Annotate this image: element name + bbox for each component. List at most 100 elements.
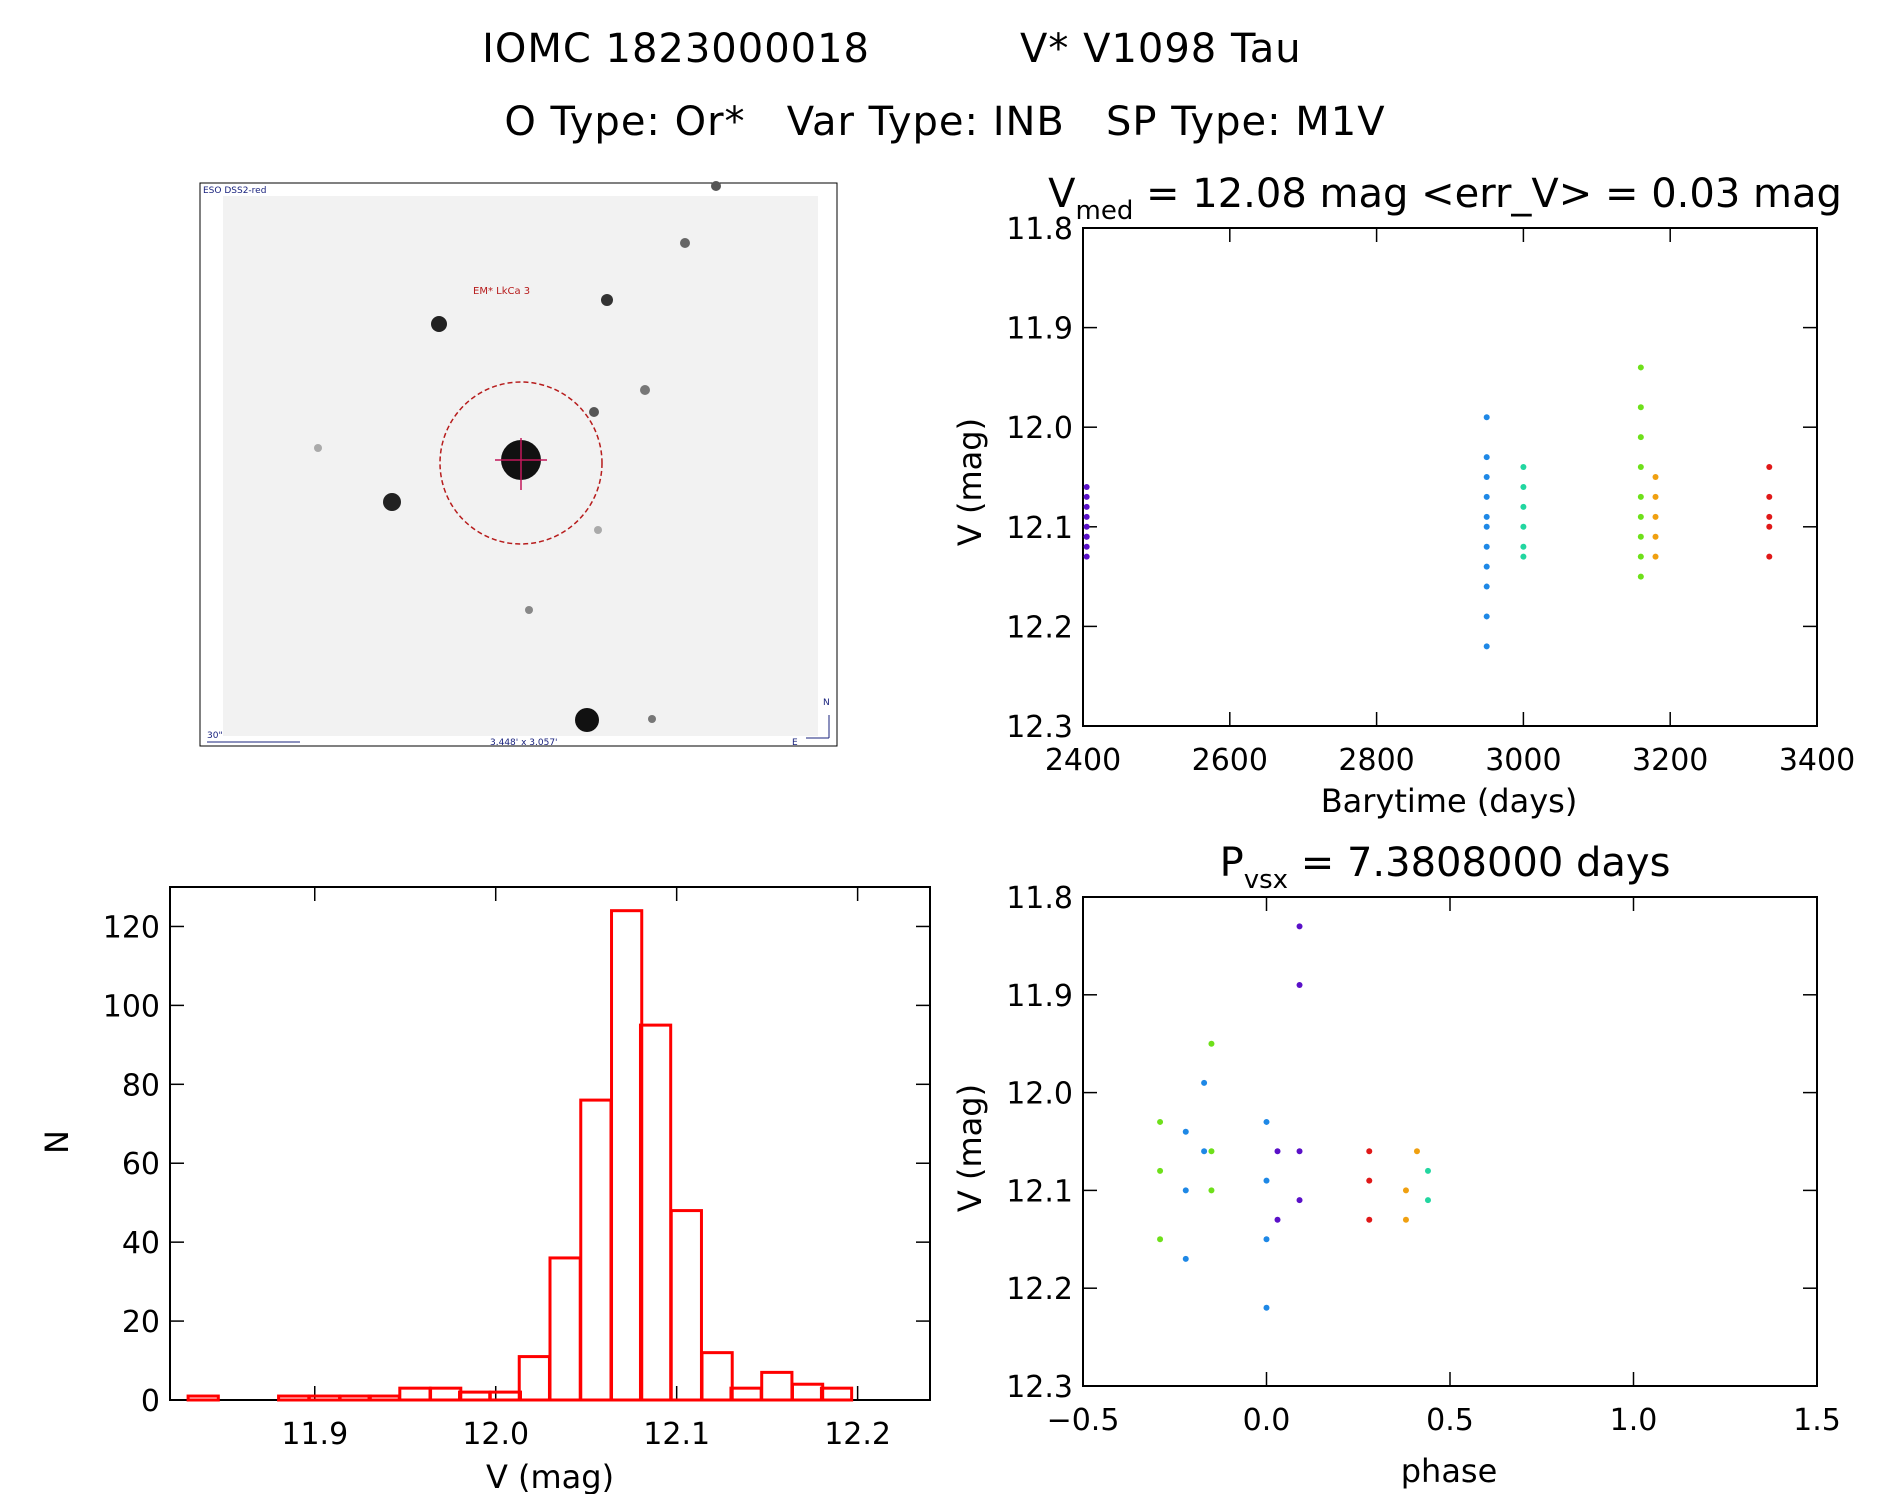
histogram-ylabel: N xyxy=(38,1130,76,1154)
histogram-bar xyxy=(610,909,644,1402)
histogram-bar xyxy=(186,1394,220,1402)
field-star xyxy=(431,316,447,332)
lightcurve-point xyxy=(1083,493,1090,500)
field-star xyxy=(383,493,401,511)
phased-point xyxy=(1263,1236,1270,1243)
lightcurve-title: Vmed = 12.08 mag <err_V> = 0.03 mag xyxy=(1048,171,1842,226)
lightcurve-point xyxy=(1637,533,1644,540)
lightcurve-xtick-label: 3400 xyxy=(1779,743,1855,778)
phased-point xyxy=(1413,1148,1420,1155)
lightcurve-point xyxy=(1083,523,1090,530)
lightcurve-point xyxy=(1637,364,1644,371)
lightcurve-point xyxy=(1083,483,1090,490)
phased-point xyxy=(1263,1118,1270,1125)
histogram-bar xyxy=(579,1098,613,1402)
histogram-bar xyxy=(638,1023,673,1402)
phased-ytick-label: 11.8 xyxy=(1006,881,1073,916)
phased-title-sub: vsx xyxy=(1244,865,1288,895)
phased-point xyxy=(1182,1187,1189,1194)
lightcurve-point xyxy=(1766,493,1773,500)
phased-plot: Pvsx = 7.3808000 days phase V (mag) −0.5… xyxy=(951,840,1841,1490)
histogram-xtick-label: 12.1 xyxy=(643,1417,710,1452)
histogram-bar xyxy=(760,1370,794,1402)
phased-ytick-label: 11.9 xyxy=(1006,979,1073,1014)
lightcurve-point xyxy=(1652,533,1659,540)
phased-point xyxy=(1366,1148,1373,1155)
phased-point xyxy=(1366,1177,1373,1184)
lightcurve-point xyxy=(1637,404,1644,411)
lightcurve-point xyxy=(1520,483,1527,490)
lightcurve-point xyxy=(1520,503,1527,510)
histogram-ytick-label: 20 xyxy=(122,1305,160,1340)
histogram-bar xyxy=(488,1390,523,1402)
lightcurve-point xyxy=(1083,513,1090,520)
lightcurve-point xyxy=(1483,414,1490,421)
phased-point xyxy=(1182,1255,1189,1262)
lightcurve-ytick-label: 12.3 xyxy=(1006,710,1073,745)
histogram-bar xyxy=(398,1386,432,1402)
lightcurve-point xyxy=(1083,533,1090,540)
histogram-bar xyxy=(790,1382,825,1402)
phased-point xyxy=(1208,1040,1215,1047)
lightcurve-point xyxy=(1652,474,1659,480)
phased-point xyxy=(1424,1167,1431,1174)
phased-point xyxy=(1201,1148,1208,1155)
lightcurve-point xyxy=(1483,523,1490,530)
phased-axes-frame xyxy=(1082,896,1818,1387)
phased-point xyxy=(1274,1216,1281,1223)
lightcurve-point xyxy=(1637,513,1644,520)
histogram-bar xyxy=(367,1394,401,1402)
lightcurve-point xyxy=(1766,523,1773,530)
lightcurve-xtick-label: 3000 xyxy=(1485,743,1561,778)
title-line2: O Type: Or* Var Type: INB SP Type: M1V xyxy=(504,99,1385,145)
lightcurve-point xyxy=(1652,513,1659,520)
lightcurve-point xyxy=(1083,553,1090,560)
phased-title: Pvsx = 7.3808000 days xyxy=(1220,840,1671,895)
phased-xlabel: phase xyxy=(1401,1452,1498,1490)
lightcurve-point xyxy=(1483,643,1490,650)
lightcurve-point xyxy=(1637,434,1644,441)
phased-point xyxy=(1366,1216,1373,1223)
phased-point xyxy=(1296,1148,1303,1155)
lightcurve-point xyxy=(1483,543,1490,550)
phased-point xyxy=(1157,1118,1164,1125)
phased-point xyxy=(1296,923,1303,930)
histogram-bar xyxy=(700,1351,734,1402)
field-star xyxy=(594,526,602,534)
lightcurve-point xyxy=(1520,523,1527,530)
title-line1-name: V* V1098 Tau xyxy=(1020,26,1302,72)
scale-label: 30" xyxy=(207,731,223,741)
phased-point xyxy=(1274,1148,1281,1155)
phased-point xyxy=(1296,982,1303,989)
field-star xyxy=(314,444,322,452)
lightcurve-point xyxy=(1652,493,1659,500)
size-label: 3.448' x 3.057' xyxy=(490,738,558,748)
lightcurve-ylabel: V (mag) xyxy=(951,418,989,546)
lightcurve-xtick-label: 2400 xyxy=(1045,743,1121,778)
field-star xyxy=(575,708,599,732)
lightcurve-point xyxy=(1766,513,1773,520)
lightcurve-ytick-label: 12.0 xyxy=(1006,411,1073,446)
histogram-ytick-label: 120 xyxy=(103,910,160,945)
phased-point xyxy=(1263,1304,1270,1311)
lightcurve-point xyxy=(1766,464,1773,471)
histogram-bar xyxy=(729,1386,763,1402)
histogram-bar xyxy=(819,1386,854,1402)
phased-ytick-label: 12.2 xyxy=(1006,1272,1073,1307)
phased-xtick-label: 1.5 xyxy=(1793,1403,1841,1438)
phased-ytick-label: 12.3 xyxy=(1006,1370,1073,1405)
histogram-ytick-label: 60 xyxy=(122,1147,160,1182)
phased-point xyxy=(1157,1167,1164,1174)
histogram-bar xyxy=(669,1209,703,1402)
phased-ytick-label: 12.0 xyxy=(1006,1077,1073,1112)
histogram-xlabel: V (mag) xyxy=(486,1458,614,1494)
histogram-ytick-label: 0 xyxy=(141,1384,160,1419)
survey-label: ESO DSS2-red xyxy=(203,186,266,196)
lightcurve-point xyxy=(1483,493,1490,500)
histogram-xtick-label: 11.9 xyxy=(281,1417,348,1452)
lightcurve-ytick-label: 11.8 xyxy=(1006,212,1073,247)
lightcurve-point xyxy=(1637,573,1644,580)
field-star xyxy=(589,407,599,417)
lightcurve-point xyxy=(1637,553,1644,560)
phased-ytick-label: 12.1 xyxy=(1006,1174,1073,1209)
